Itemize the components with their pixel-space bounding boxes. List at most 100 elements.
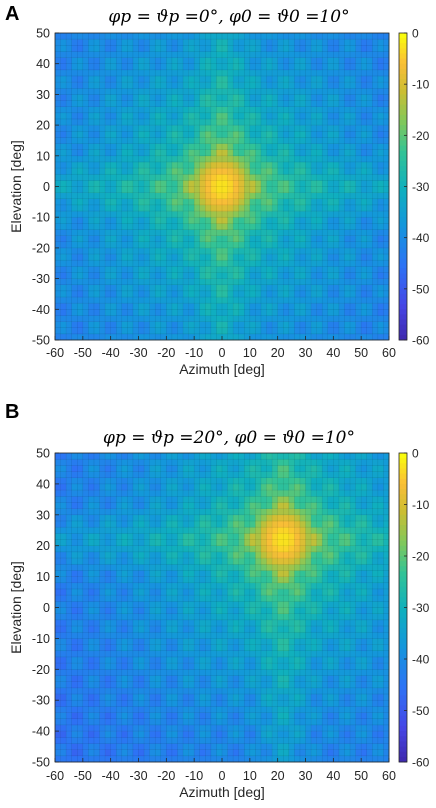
heatmap-cell [228,552,234,558]
heatmap-cell [172,236,178,242]
heatmap-cell [361,39,367,45]
colorbar-swatch [399,140,407,146]
heatmap-cell [222,719,228,725]
heatmap-cell [233,743,239,749]
heatmap-cell [144,682,150,688]
heatmap-cell [317,94,323,100]
heatmap-cell [144,645,150,651]
heatmap-cell [55,558,61,564]
heatmap-cell [372,125,378,131]
heatmap-cell [222,632,228,638]
heatmap-cell [383,113,389,119]
heatmap-cell [194,638,200,644]
heatmap-cell [111,472,117,478]
heatmap-cell [111,657,117,663]
heatmap-cell [233,490,239,496]
heatmap-cell [139,540,145,546]
heatmap-cell [322,254,328,260]
heatmap-cell [61,694,67,700]
heatmap-cell [339,113,345,119]
heatmap-cell [228,144,234,150]
heatmap-cell [127,651,133,657]
heatmap-cell [189,570,195,576]
heatmap-cell [372,236,378,242]
heatmap-cell [111,601,117,607]
heatmap-cell [183,688,189,694]
heatmap-cell [111,527,117,533]
heatmap-cell [339,297,345,303]
heatmap-cell [317,51,323,57]
heatmap-cell [372,39,378,45]
heatmap-cell [116,254,122,260]
heatmap-cell [194,540,200,546]
heatmap-cell [72,620,78,626]
heatmap-cell [172,453,178,459]
heatmap-cell [133,272,139,278]
heatmap-cell [116,675,122,681]
heatmap-cell [177,291,183,297]
heatmap-cell [66,101,72,107]
heatmap-cell [83,496,89,502]
heatmap-cell [239,101,245,107]
heatmap-cell [161,552,167,558]
heatmap-cell [183,88,189,94]
heatmap-cell [233,70,239,76]
heatmap-cell [222,88,228,94]
heatmap-cell [166,45,172,51]
heatmap-cell [272,180,278,186]
heatmap-cell [83,558,89,564]
heatmap-cell [378,144,384,150]
heatmap-cell [211,101,217,107]
heatmap-cell [133,168,139,174]
heatmap-cell [83,211,89,217]
heatmap-cell [88,174,94,180]
heatmap-cell [350,322,356,328]
heatmap-cell [116,546,122,552]
heatmap-cell [122,731,128,737]
heatmap-cell [155,583,161,589]
heatmap-cell [105,626,111,632]
heatmap-cell [378,119,384,125]
heatmap-cell [100,472,106,478]
heatmap-cell [383,272,389,278]
heatmap-cell [189,174,195,180]
heatmap-cell [328,168,334,174]
heatmap-cell [94,217,100,223]
heatmap-cell [166,725,172,731]
heatmap-cell [228,211,234,217]
heatmap-cell [350,199,356,205]
heatmap-cell [183,663,189,669]
heatmap-cell [356,309,362,315]
heatmap-cell [94,70,100,76]
heatmap-cell [194,119,200,125]
heatmap-cell [88,168,94,174]
heatmap-cell [66,162,72,168]
heatmap-cell [139,682,145,688]
heatmap-cell [350,33,356,39]
heatmap-cell [233,107,239,113]
heatmap-cell [250,297,256,303]
heatmap-cell [383,291,389,297]
heatmap-cell [205,248,211,254]
heatmap-cell [116,521,122,527]
heatmap-cell [66,144,72,150]
heatmap-cell [83,107,89,113]
heatmap-cell [66,285,72,291]
heatmap-cell [72,521,78,527]
heatmap-cell [144,137,150,143]
heatmap-cell [94,750,100,756]
heatmap-cell [155,614,161,620]
heatmap-cell [333,236,339,242]
heatmap-cell [166,478,172,484]
heatmap-cell [66,688,72,694]
heatmap-cell [372,211,378,217]
heatmap-cell [55,509,61,515]
heatmap-cell [211,334,217,340]
heatmap-cell [172,260,178,266]
heatmap-cell [144,205,150,211]
heatmap-cell [261,168,267,174]
heatmap-cell [55,496,61,502]
heatmap-cell [66,254,72,260]
heatmap-cell [139,614,145,620]
heatmap-cell [55,527,61,533]
